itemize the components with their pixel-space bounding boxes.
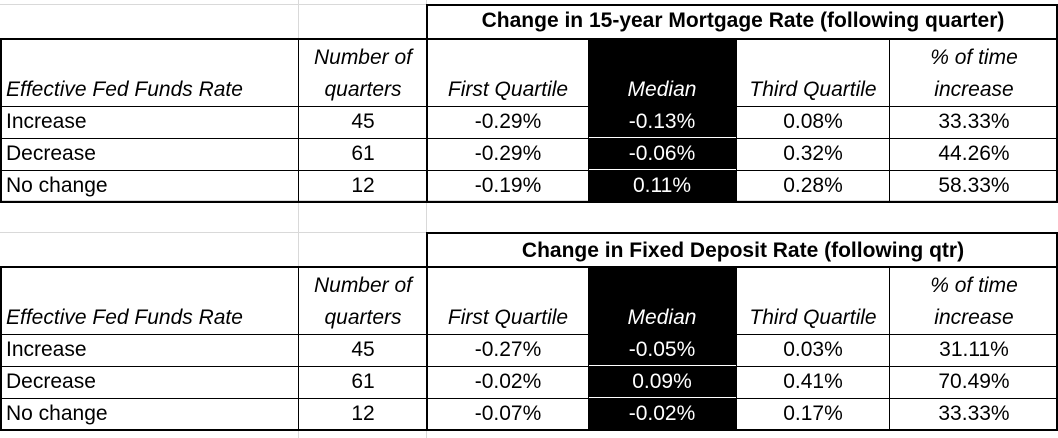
border-line: [0, 429, 1058, 431]
count-header-line2: quarters: [324, 78, 402, 101]
median-header-block: [588, 40, 736, 106]
border-line: [298, 266, 299, 431]
border-line: [0, 334, 1058, 335]
median-cell: -0.02%: [588, 399, 736, 429]
gridline: [0, 200, 1058, 201]
median-cell: -0.13%: [588, 107, 736, 137]
first-quartile-header: First Quartile: [447, 78, 569, 101]
border-line: [1056, 232, 1058, 431]
table-title: Change in 15-year Mortgage Rate (followi…: [481, 9, 1005, 32]
median-header: Median: [627, 78, 697, 101]
count-header-line1: Number of: [313, 46, 413, 69]
median-header-block: [588, 268, 736, 334]
border-line: [0, 138, 1058, 139]
border-line: [426, 232, 1058, 234]
row-label: No change: [6, 402, 108, 425]
third-quartile-cell: 0.03%: [783, 338, 843, 361]
border-line: [0, 266, 2, 431]
border-line: [588, 38, 589, 203]
first-quartile-cell: -0.19%: [474, 174, 542, 197]
first-quartile-cell: -0.07%: [474, 402, 542, 425]
border-line: [736, 38, 737, 203]
pct-header-line1: % of time: [930, 274, 1018, 297]
count-cell: 61: [351, 142, 375, 165]
row-label: Decrease: [6, 370, 96, 393]
border-line: [889, 266, 890, 431]
first-quartile-cell: -0.29%: [474, 110, 542, 133]
count-header-line2: quarters: [324, 306, 402, 329]
third-quartile-cell: 0.41%: [783, 370, 843, 393]
pct-increase-cell: 33.33%: [938, 110, 1010, 133]
row-label-header: Effective Fed Funds Rate: [6, 306, 243, 329]
count-cell: 45: [351, 338, 375, 361]
gridline: [298, 0, 299, 438]
median-header: Median: [627, 306, 697, 329]
border-line: [0, 170, 1058, 171]
border-line: [0, 398, 1058, 399]
pct-header-line2: increase: [934, 78, 1014, 101]
third-quartile-cell: 0.08%: [783, 110, 843, 133]
border-line: [0, 38, 2, 203]
border-line: [588, 266, 589, 431]
border-line: [0, 106, 1058, 107]
pct-header-line1: % of time: [930, 46, 1018, 69]
count-cell: 61: [351, 370, 375, 393]
pct-increase-cell: 33.33%: [938, 402, 1010, 425]
third-quartile-header: Third Quartile: [749, 78, 877, 101]
count-cell: 12: [351, 174, 375, 197]
border-line: [426, 232, 428, 431]
first-quartile-cell: -0.29%: [474, 142, 542, 165]
median-cell: 0.09%: [588, 367, 736, 397]
border-line: [426, 4, 1058, 6]
median-cell: -0.05%: [588, 335, 736, 365]
border-line: [0, 201, 1058, 203]
pct-increase-cell: 44.26%: [938, 142, 1010, 165]
table-title: Change in Fixed Deposit Rate (following …: [521, 239, 965, 262]
third-quartile-cell: 0.28%: [783, 174, 843, 197]
border-line: [298, 38, 299, 203]
border-line: [0, 38, 1058, 40]
pct-increase-cell: 70.49%: [938, 370, 1010, 393]
pct-increase-cell: 58.33%: [938, 174, 1010, 197]
border-line: [0, 266, 1058, 268]
first-quartile-header: First Quartile: [447, 306, 569, 329]
count-cell: 45: [351, 110, 375, 133]
third-quartile-cell: 0.17%: [783, 402, 843, 425]
first-quartile-cell: -0.27%: [474, 338, 542, 361]
pct-increase-cell: 31.11%: [939, 338, 1009, 361]
first-quartile-cell: -0.02%: [474, 370, 542, 393]
median-cell: -0.06%: [588, 139, 736, 169]
row-label-header: Effective Fed Funds Rate: [6, 78, 243, 101]
row-label: Decrease: [6, 142, 96, 165]
row-label: No change: [6, 174, 108, 197]
count-cell: 12: [351, 402, 375, 425]
third-quartile-cell: 0.32%: [783, 142, 843, 165]
third-quartile-header: Third Quartile: [749, 306, 877, 329]
pct-header-line2: increase: [934, 306, 1014, 329]
border-line: [1056, 4, 1058, 203]
row-label: Increase: [6, 110, 87, 133]
median-cell: 0.11%: [588, 171, 736, 201]
border-line: [426, 4, 428, 203]
border-line: [889, 38, 890, 203]
row-label: Increase: [6, 338, 87, 361]
count-header-line1: Number of: [313, 274, 413, 297]
border-line: [0, 366, 1058, 367]
border-line: [736, 266, 737, 431]
gridline: [426, 0, 427, 438]
